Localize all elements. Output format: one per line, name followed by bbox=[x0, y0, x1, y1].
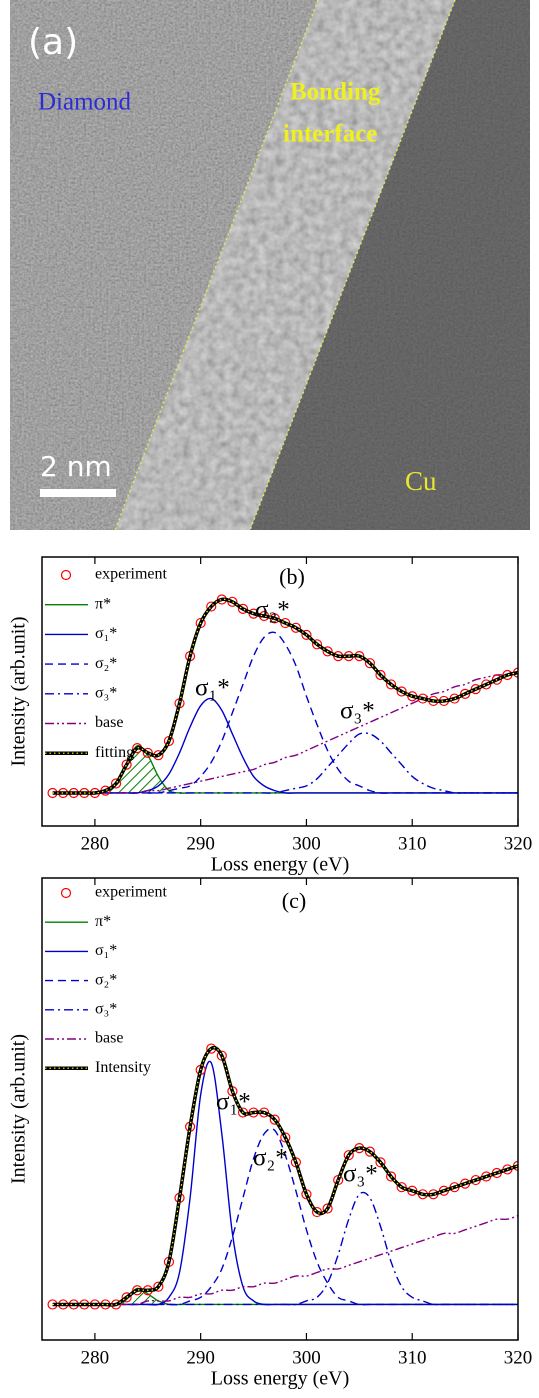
x-axis-title: Loss energy (eV) bbox=[211, 1368, 349, 1390]
data-point bbox=[311, 639, 323, 650]
legend-label: σ₃* bbox=[95, 1000, 117, 1017]
scale-bar bbox=[40, 489, 116, 497]
tem-image: (a) Diamond Bonding interface 2 nm Cu bbox=[10, 0, 530, 531]
fit-highlight bbox=[52, 1047, 518, 1306]
x-tick-label: 300 bbox=[292, 1347, 321, 1368]
component-line bbox=[52, 671, 518, 794]
plot-frame bbox=[41, 556, 519, 827]
x-tick-label: 280 bbox=[81, 833, 110, 854]
data-point bbox=[142, 747, 153, 758]
panel-label: (b) bbox=[279, 564, 305, 589]
x-axis-title: Loss energy (eV) bbox=[211, 854, 349, 876]
plot-area bbox=[47, 594, 518, 799]
legend-label: base bbox=[95, 714, 123, 731]
legend-label: σ₁* bbox=[95, 625, 117, 642]
legend-label: experiment bbox=[95, 884, 168, 901]
x-tick-label: 280 bbox=[81, 1347, 110, 1368]
legend-label: σ₁* bbox=[95, 942, 117, 959]
legend-marker bbox=[60, 569, 72, 581]
component-line bbox=[52, 1191, 518, 1306]
legend-label: π* bbox=[95, 913, 111, 930]
plot-area bbox=[47, 1043, 518, 1310]
data-point bbox=[322, 1203, 333, 1214]
region-label: Diamond bbox=[38, 89, 132, 116]
legend-label: σ₂* bbox=[95, 971, 117, 988]
x-tick-label: 310 bbox=[398, 833, 427, 854]
data-point bbox=[322, 646, 333, 657]
chart: 280 290 300 310 320 Loss energy (eV) Intensity… bbox=[8, 556, 533, 876]
legend-label: π* bbox=[95, 595, 111, 612]
y-axis-title: Intensity (arb.unit) bbox=[8, 1034, 30, 1184]
data-point bbox=[491, 674, 502, 685]
peak-label: σ₂* bbox=[255, 597, 290, 624]
data-point bbox=[385, 679, 397, 690]
data-point bbox=[153, 1281, 164, 1292]
peak-label: σ₁* bbox=[216, 1089, 251, 1116]
component-area bbox=[52, 745, 518, 794]
data-point bbox=[121, 1292, 132, 1303]
y-axis-title: Intensity (arb.unit) bbox=[8, 617, 30, 767]
data-point bbox=[301, 629, 312, 640]
data-point bbox=[375, 669, 386, 681]
data-point bbox=[385, 1171, 397, 1182]
data-point bbox=[206, 601, 217, 612]
region-label: Cu bbox=[405, 466, 437, 496]
data-point bbox=[110, 778, 122, 789]
data-point bbox=[481, 679, 492, 690]
panel-label: (a) bbox=[28, 22, 78, 63]
x-tick-label: 310 bbox=[398, 1347, 427, 1368]
scale-bar-label: 2 nm bbox=[40, 450, 112, 483]
component-line bbox=[52, 1060, 518, 1306]
data-point bbox=[375, 1157, 386, 1168]
data-point bbox=[269, 1114, 280, 1125]
peak-label: σ₁* bbox=[195, 675, 230, 702]
data-point bbox=[396, 1182, 407, 1193]
legend-label: experiment bbox=[95, 566, 168, 583]
peak-label: σ₃* bbox=[340, 698, 375, 725]
data-point bbox=[121, 759, 132, 770]
fit-line bbox=[52, 597, 518, 795]
x-tick-label: 320 bbox=[504, 833, 533, 854]
x-tick-label: 320 bbox=[504, 1347, 533, 1368]
component-line bbox=[52, 1127, 518, 1306]
chart: 280 290 300 310 320 Loss energy (eV) Intensity… bbox=[8, 877, 533, 1390]
fit-line bbox=[52, 1045, 518, 1307]
legend-label: fitting bbox=[95, 744, 134, 761]
data-point bbox=[460, 688, 471, 699]
data-point bbox=[364, 1146, 376, 1157]
x-tick-label: 290 bbox=[186, 1347, 215, 1368]
data-point bbox=[470, 684, 481, 695]
region-label: interface bbox=[283, 121, 377, 148]
peak-label: σ₃* bbox=[343, 1161, 378, 1188]
legend-label: base bbox=[95, 1030, 123, 1047]
region-label: Bonding bbox=[290, 79, 381, 106]
data-point bbox=[396, 686, 407, 697]
legend-label: Intensity bbox=[95, 1059, 151, 1076]
data-point bbox=[237, 603, 249, 615]
plot-frame bbox=[41, 877, 519, 1341]
component-line bbox=[52, 732, 518, 794]
data-point bbox=[343, 1150, 354, 1161]
legend-marker bbox=[60, 887, 72, 899]
data-point bbox=[290, 622, 301, 633]
legend-label: σ₃* bbox=[95, 684, 117, 701]
x-tick-label: 300 bbox=[292, 833, 321, 854]
data-point bbox=[364, 658, 376, 669]
legend-label: σ₂* bbox=[95, 655, 117, 672]
data-point bbox=[280, 1132, 291, 1143]
component-area bbox=[52, 1288, 518, 1305]
peak-label: σ₂* bbox=[253, 1145, 288, 1172]
panel-label: (c) bbox=[282, 888, 306, 913]
component-line bbox=[52, 1214, 518, 1306]
x-tick-label: 290 bbox=[186, 833, 215, 854]
